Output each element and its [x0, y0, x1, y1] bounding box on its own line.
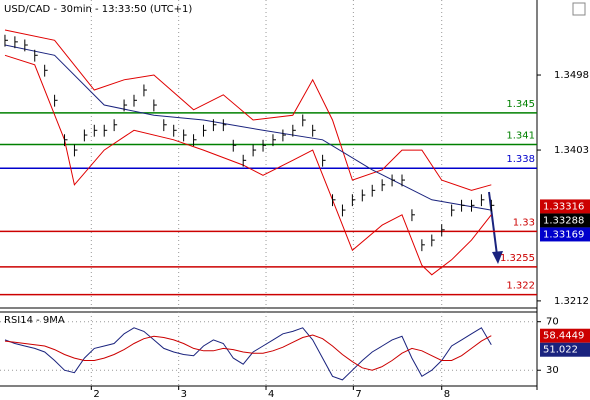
level-label: 1.341	[506, 131, 535, 142]
forecast-arrowhead	[492, 251, 503, 264]
price-tag	[540, 342, 590, 357]
y-tick-label: 1.3498	[554, 70, 589, 81]
price-tag	[540, 199, 590, 214]
forecast-arrow	[488, 191, 498, 256]
price-tag	[540, 328, 590, 343]
level-label: 1.322	[506, 281, 535, 292]
level-label: 1.338	[506, 154, 535, 165]
rsi-title: RSI14 - 9MA	[4, 315, 65, 326]
price-tag	[540, 227, 590, 242]
price-tag-label: 1.33169	[543, 229, 584, 240]
y-tick-label: 1.3212	[554, 296, 589, 307]
level-label: 1.33	[513, 217, 535, 228]
level-label: 1.3255	[500, 253, 535, 264]
price-tag-label: 58.4449	[543, 331, 584, 342]
indicator-line	[4, 29, 492, 191]
x-tick-label: 3	[181, 389, 187, 400]
price-tag-label: 1.33316	[543, 201, 584, 212]
x-tick-label: 4	[268, 389, 274, 400]
chart-title: USD/CAD - 30min - 13:33:50 (UTC+1)	[4, 4, 192, 15]
price-tag-label: 1.33288	[543, 215, 584, 226]
y-tick-label: 70	[546, 317, 559, 328]
y-tick-label: 30	[546, 365, 559, 376]
x-tick-label: 2	[93, 389, 99, 400]
rsi-line	[4, 334, 492, 371]
price-tag-label: 51.022	[543, 345, 578, 356]
rsi-line	[4, 327, 492, 381]
x-tick-label: 8	[444, 389, 450, 400]
y-tick-label: 1.3403	[554, 145, 589, 156]
price-tag	[540, 213, 590, 228]
x-tick-label: 7	[355, 389, 361, 400]
level-label: 1.345	[506, 99, 535, 110]
indicator-line	[4, 54, 492, 276]
settings-icon[interactable]	[572, 2, 586, 16]
